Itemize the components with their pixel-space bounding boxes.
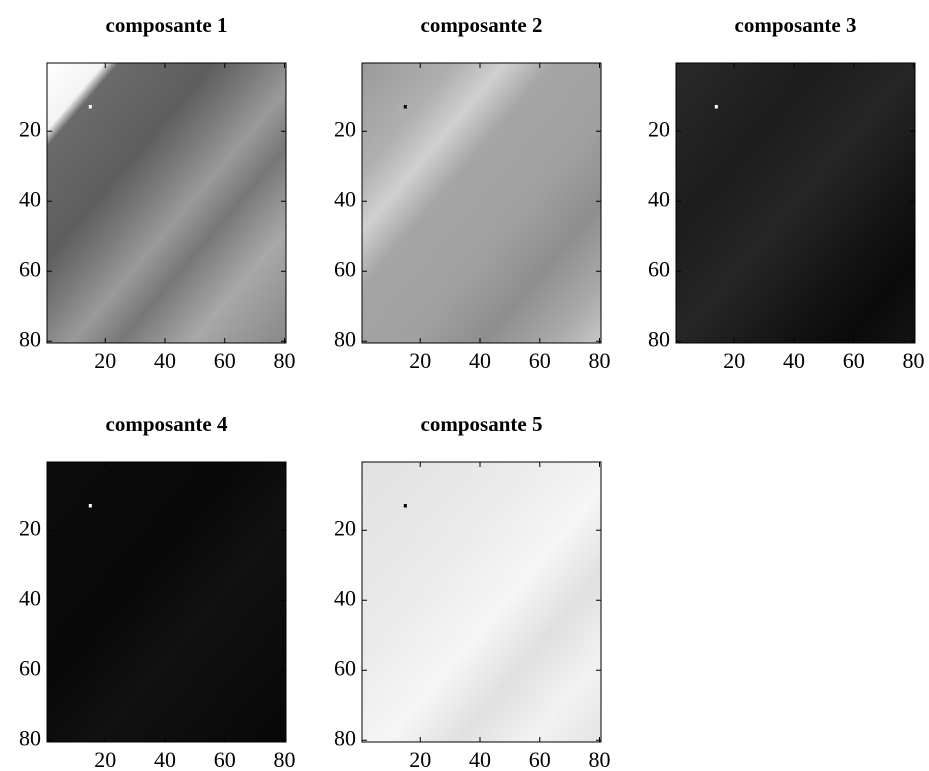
- image: [362, 63, 601, 343]
- y-tick-label: 20: [334, 515, 356, 540]
- x-tick-label: 60: [529, 348, 551, 373]
- axes-frame: [361, 62, 602, 344]
- x-tick-label: 40: [469, 747, 491, 771]
- y-tick-label: 60: [19, 655, 41, 680]
- y-tick-label: 80: [648, 326, 670, 351]
- y-tick-label: 60: [334, 256, 356, 281]
- y-tick-label: 40: [19, 585, 41, 610]
- x-tick-label: 20: [409, 348, 431, 373]
- x-tick-label: 80: [589, 348, 611, 373]
- y-tick-label: 40: [334, 186, 356, 211]
- y-tick-label: 60: [648, 256, 670, 281]
- y-tick-label: 40: [19, 186, 41, 211]
- x-tick-label: 60: [214, 348, 236, 373]
- y-tick-label: 60: [19, 256, 41, 281]
- x-tick-label: 60: [214, 747, 236, 771]
- y-tick-label: 20: [19, 515, 41, 540]
- y-tick-label: 80: [334, 725, 356, 750]
- y-tick-label: 80: [19, 725, 41, 750]
- x-tick-label: 60: [843, 348, 865, 373]
- y-tick-label: 20: [19, 116, 41, 141]
- y-tick-label: 60: [334, 655, 356, 680]
- panel-title: composante 5: [421, 412, 543, 436]
- x-tick-label: 40: [154, 747, 176, 771]
- x-tick-label: 20: [409, 747, 431, 771]
- image: [676, 63, 915, 343]
- marker: [403, 105, 407, 109]
- axes-frame: [675, 62, 916, 344]
- marker: [88, 504, 92, 508]
- panel-title: composante 1: [106, 13, 228, 37]
- x-tick-label: 40: [469, 348, 491, 373]
- x-tick-label: 40: [783, 348, 805, 373]
- y-tick-label: 80: [334, 326, 356, 351]
- marker: [403, 504, 407, 508]
- x-tick-label: 20: [723, 348, 745, 373]
- panel-title: composante 2: [421, 13, 543, 37]
- image: [47, 462, 286, 742]
- x-tick-label: 80: [589, 747, 611, 771]
- y-tick-label: 40: [648, 186, 670, 211]
- x-tick-label: 80: [274, 348, 296, 373]
- panel-title: composante 4: [106, 412, 228, 436]
- x-tick-label: 80: [903, 348, 925, 373]
- y-tick-label: 20: [334, 116, 356, 141]
- axes-frame: [46, 461, 287, 743]
- y-tick-label: 20: [648, 116, 670, 141]
- x-tick-label: 40: [154, 348, 176, 373]
- y-tick-label: 40: [334, 585, 356, 610]
- x-tick-label: 20: [94, 747, 116, 771]
- image: [362, 462, 601, 742]
- x-tick-label: 60: [529, 747, 551, 771]
- axes-frame: [46, 62, 287, 344]
- axes-frame: [361, 461, 602, 743]
- image: [47, 63, 286, 343]
- y-tick-label: 80: [19, 326, 41, 351]
- x-tick-label: 20: [94, 348, 116, 373]
- panel-title: composante 3: [735, 13, 857, 37]
- marker: [714, 105, 718, 109]
- x-tick-label: 80: [274, 747, 296, 771]
- marker: [88, 105, 92, 109]
